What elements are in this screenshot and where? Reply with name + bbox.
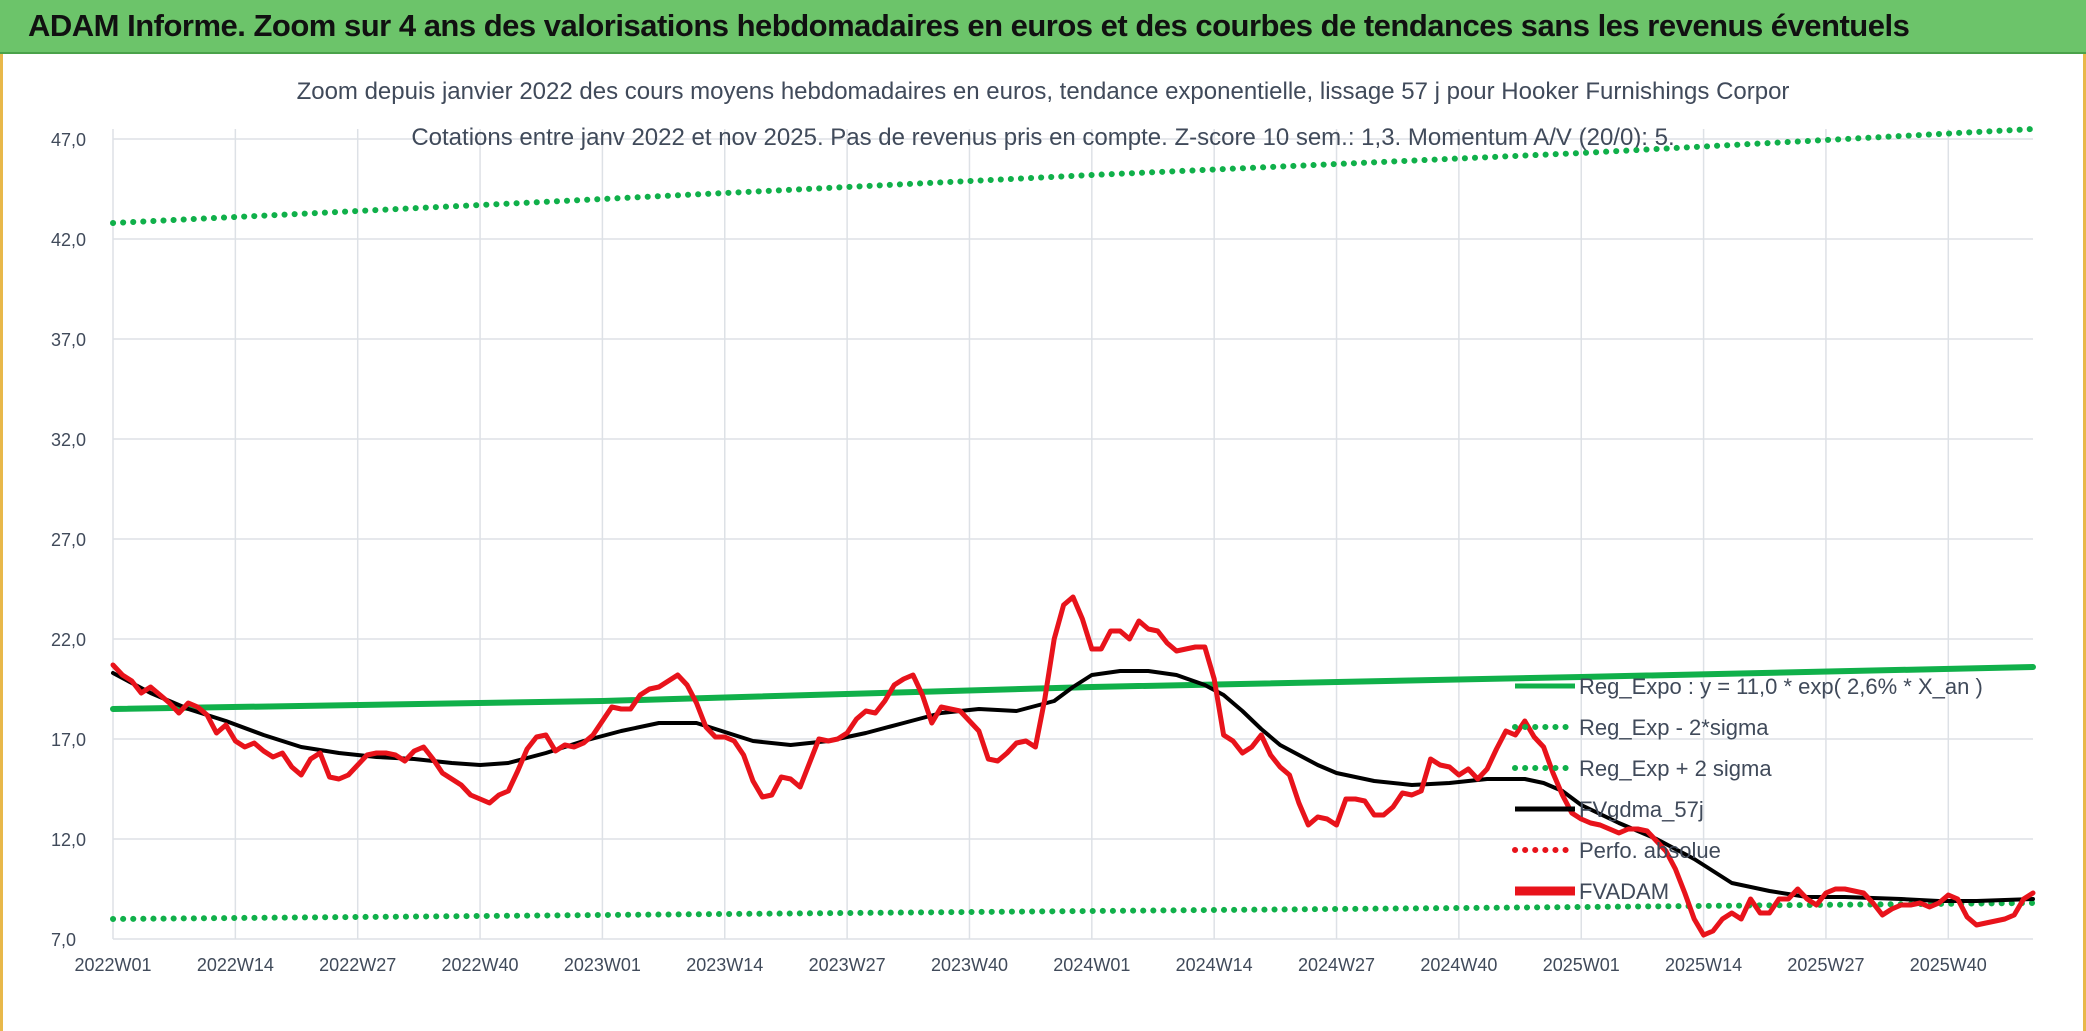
x-tick-label: 2025W40 <box>1910 955 1987 975</box>
y-tick-label: 47,0 <box>51 130 86 150</box>
x-tick-label: 2025W14 <box>1665 955 1742 975</box>
x-tick-label: 2022W27 <box>319 955 396 975</box>
grid <box>112 129 2033 940</box>
y-tick-label: 42,0 <box>51 230 86 250</box>
chart-title-line-1: Zoom depuis janvier 2022 des cours moyen… <box>297 78 1790 105</box>
chart-frame: Zoom depuis janvier 2022 des cours moyen… <box>0 54 2086 1031</box>
x-tick-label: 2024W14 <box>1176 955 1253 975</box>
series-fvgdma-57j <box>111 669 2035 903</box>
y-tick-label: 7,0 <box>51 930 76 950</box>
chart: Zoom depuis janvier 2022 des cours moyen… <box>51 78 2036 975</box>
legend-label: FVgdma_57j <box>1579 797 1704 822</box>
y-tick-label: 32,0 <box>51 430 86 450</box>
legend-label: Reg_Exp + 2 sigma <box>1579 756 1772 781</box>
x-tick-label: 2022W01 <box>74 955 151 975</box>
x-tick-label: 2024W40 <box>1420 955 1497 975</box>
x-tick-label: 2023W01 <box>564 955 641 975</box>
series-reg-exp-2-sigma <box>110 126 2036 226</box>
banner-title: ADAM Informe. Zoom sur 4 ans des valoris… <box>28 8 1910 43</box>
x-tick-label: 2024W01 <box>1053 955 1130 975</box>
banner: ADAM Informe. Zoom sur 4 ans des valoris… <box>0 0 2086 54</box>
x-tick-label: 2023W27 <box>809 955 886 975</box>
legend-label: FVADAM <box>1579 879 1669 904</box>
x-tick-label: 2024W27 <box>1298 955 1375 975</box>
x-axis-ticks: 2022W01 2022W14 2022W27 2022W40 2023W01 2023W… <box>74 955 1986 975</box>
legend-label: Perfo. absolue <box>1579 838 1721 863</box>
chart-title-line-2: Cotations entre janv 2022 et nov 2025. P… <box>411 124 1674 151</box>
chart-title: Zoom depuis janvier 2022 des cours moyen… <box>297 78 1790 151</box>
y-tick-label: 22,0 <box>51 630 86 650</box>
legend-label: Reg_Exp - 2*sigma <box>1579 715 1769 740</box>
x-tick-label: 2023W40 <box>931 955 1008 975</box>
x-tick-label: 2025W27 <box>1787 955 1864 975</box>
series-fvadam <box>110 594 2036 938</box>
y-tick-label: 37,0 <box>51 330 86 350</box>
series-reg-exp-2-sigma <box>110 900 2036 922</box>
series <box>110 126 2036 938</box>
legend-label: Reg_Expo : y = 11,0 * exp( 2,6% * X_an ) <box>1579 674 1983 699</box>
y-tick-label: 12,0 <box>51 830 86 850</box>
x-tick-label: 2025W01 <box>1543 955 1620 975</box>
legend: Reg_Expo : y = 11,0 * exp( 2,6% * X_an )… <box>1512 674 1983 904</box>
y-tick-label: 27,0 <box>51 530 86 550</box>
x-tick-label: 2023W14 <box>686 955 763 975</box>
x-tick-label: 2022W14 <box>197 955 274 975</box>
x-tick-label: 2022W40 <box>442 955 519 975</box>
y-axis-ticks: 7,0 12,0 17,0 22,0 27,0 32,0 37,0 42,0 47,0 <box>51 130 86 950</box>
y-tick-label: 17,0 <box>51 730 86 750</box>
series-reg-expo <box>110 664 2036 712</box>
